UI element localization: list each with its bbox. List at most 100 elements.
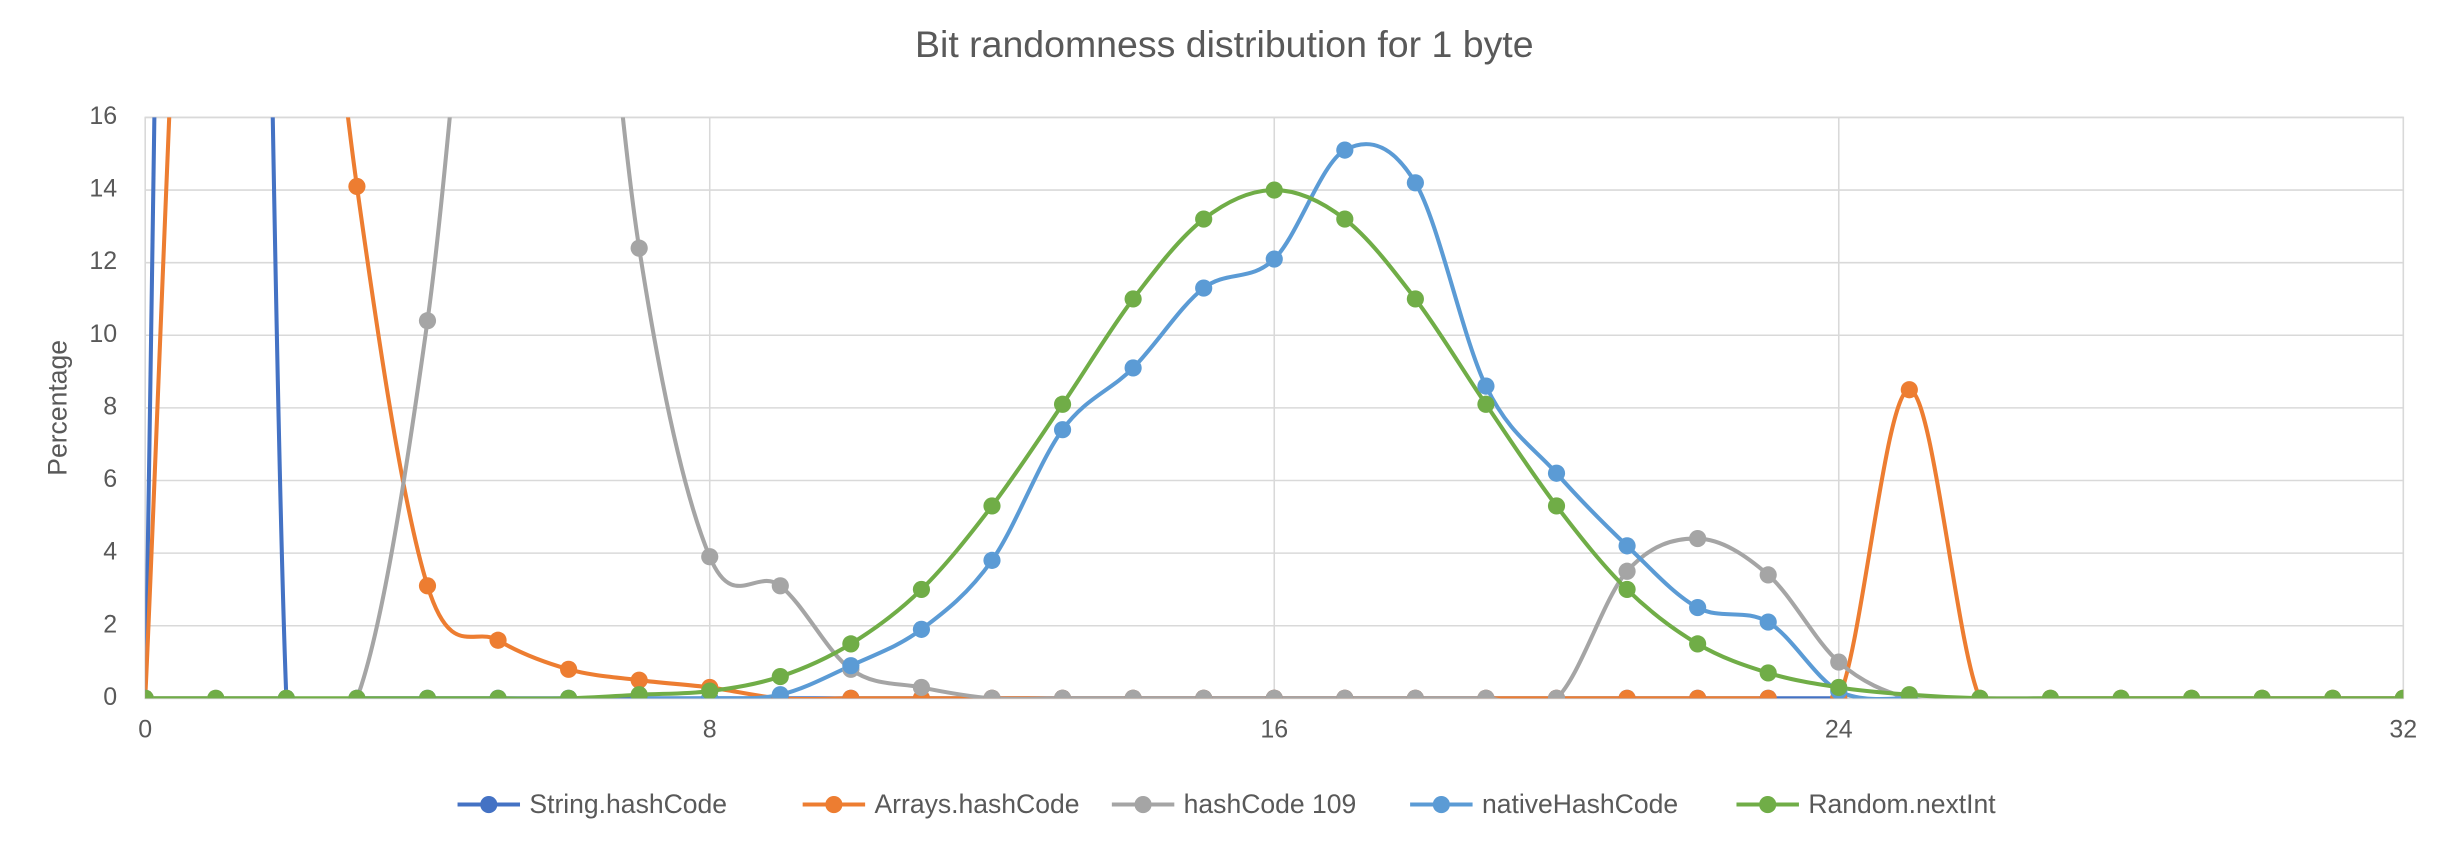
data-point — [207, 689, 225, 699]
data-point — [1124, 290, 1142, 308]
legend-marker — [1759, 795, 1777, 814]
y-tick-label: 10 — [89, 320, 117, 348]
data-point — [489, 689, 507, 699]
data-point — [418, 312, 437, 330]
data-point — [145, 689, 154, 699]
data-point — [1830, 653, 1848, 671]
y-tick-label: 4 — [103, 538, 117, 566]
data-point — [1759, 664, 1777, 682]
legend-label: Arrays.hashCode — [874, 789, 1079, 819]
data-point — [489, 631, 507, 649]
data-point — [1971, 689, 1989, 699]
data-point — [1406, 290, 1424, 308]
legend-marker — [825, 795, 843, 814]
data-point — [1830, 678, 1848, 697]
data-point — [630, 239, 648, 257]
data-point — [1618, 689, 1636, 699]
data-point — [2112, 689, 2130, 699]
data-point — [1336, 141, 1354, 159]
legend-label: hashCode 109 — [1184, 789, 1357, 819]
data-point — [1618, 562, 1636, 580]
series-line — [145, 117, 1839, 699]
data-point — [1618, 580, 1636, 599]
y-tick-label: 6 — [103, 465, 117, 493]
data-point — [912, 580, 931, 599]
legend-item: String.hashCode — [457, 789, 727, 819]
data-point — [983, 497, 1001, 515]
data-point — [983, 551, 1001, 569]
data-point — [418, 689, 437, 699]
data-point — [1195, 689, 1213, 699]
data-point — [2324, 689, 2342, 699]
data-point — [1195, 210, 1213, 228]
y-axis-label: Percentage — [42, 340, 72, 476]
data-point — [771, 667, 789, 686]
data-point — [1053, 689, 1072, 699]
legend-item: Arrays.hashCode — [802, 789, 1079, 819]
data-point — [2394, 689, 2404, 699]
legend-marker — [1432, 795, 1450, 814]
data-point — [1265, 689, 1283, 699]
data-point — [560, 689, 578, 699]
data-point — [1124, 359, 1142, 377]
data-point — [771, 686, 789, 699]
data-point — [630, 686, 648, 699]
data-point — [1265, 250, 1283, 268]
data-point — [1618, 537, 1636, 555]
data-point — [1689, 598, 1707, 617]
data-point — [1195, 279, 1213, 297]
data-point — [1547, 497, 1566, 515]
legend-item: nativeHashCode — [1410, 789, 1678, 819]
data-point — [418, 577, 437, 595]
y-tick-label: 16 — [89, 102, 117, 130]
data-point — [701, 682, 719, 699]
data-point — [560, 660, 578, 678]
data-point — [983, 689, 1001, 699]
data-point — [771, 577, 789, 595]
data-point — [1689, 635, 1707, 653]
legend-item: Random.nextInt — [1736, 789, 1996, 819]
data-point — [912, 620, 931, 638]
data-point — [1477, 377, 1495, 395]
plot-area — [145, 117, 2404, 699]
x-tick-label: 8 — [703, 716, 717, 744]
data-point — [1124, 689, 1142, 699]
data-point — [1053, 395, 1072, 413]
data-point — [1759, 689, 1777, 699]
y-tick-label: 0 — [103, 683, 117, 711]
y-tick-label: 2 — [103, 610, 117, 638]
data-point — [630, 671, 648, 689]
data-point — [1336, 689, 1354, 699]
y-tick-label: 8 — [103, 392, 117, 420]
legend-label: nativeHashCode — [1482, 789, 1678, 819]
data-point — [1053, 421, 1072, 439]
data-point — [348, 177, 366, 196]
data-point — [1477, 689, 1495, 699]
data-point — [1689, 689, 1707, 699]
data-point — [1406, 174, 1424, 192]
data-point — [2041, 689, 2060, 699]
series-line — [145, 117, 2404, 699]
legend-label: Random.nextInt — [1808, 789, 1996, 819]
x-tick-label: 0 — [138, 716, 152, 744]
chart-title: Bit randomness distribution for 1 byte — [915, 23, 1534, 65]
data-point — [701, 548, 719, 566]
data-point — [1547, 464, 1566, 482]
data-point — [842, 635, 860, 653]
grid — [144, 116, 2405, 700]
data-point — [277, 689, 295, 699]
data-point — [348, 689, 366, 699]
y-tick-label: 12 — [89, 247, 117, 275]
legend-item: hashCode 109 — [1111, 789, 1357, 819]
data-point — [842, 657, 860, 675]
data-point — [1477, 395, 1495, 413]
data-point — [842, 689, 860, 699]
x-tick-label: 24 — [1825, 716, 1853, 744]
legend: String.hashCode Arrays.hashCode hashCode 1… — [457, 789, 1996, 819]
x-tick-label: 32 — [2389, 716, 2417, 744]
data-point — [1406, 689, 1424, 699]
data-point — [1689, 529, 1707, 548]
